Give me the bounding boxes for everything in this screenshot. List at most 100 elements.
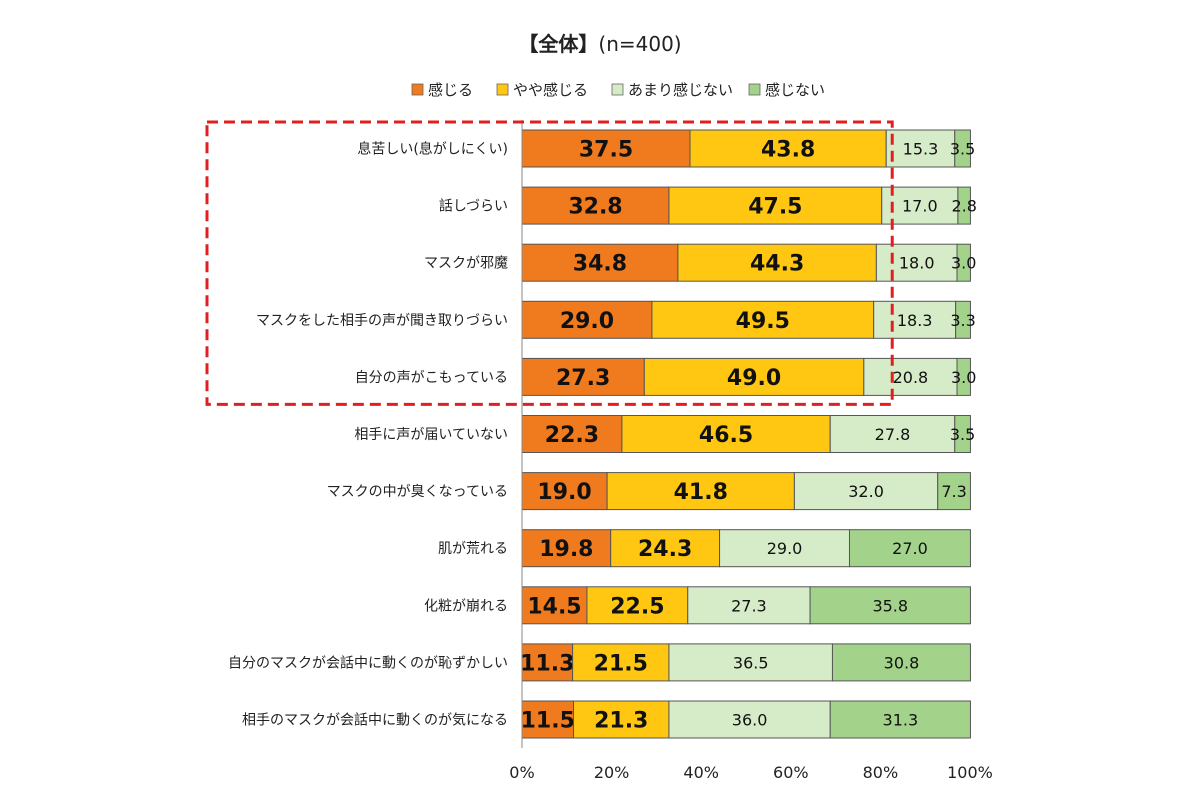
- category-label: 自分の声がこもっている: [355, 370, 508, 386]
- data-label: 29.0: [560, 309, 614, 334]
- bar-segment: [606, 472, 795, 511]
- legend-swatch: [411, 83, 424, 96]
- bar-segment: [875, 243, 958, 282]
- bar-segment: [573, 700, 670, 739]
- data-label: 3.5: [950, 425, 975, 444]
- bar-segment: [643, 357, 865, 396]
- legend-label: あまり感じない: [628, 81, 733, 99]
- bar-segment: [621, 415, 831, 453]
- data-label: 7.3: [941, 482, 966, 501]
- bar-segment: [521, 186, 670, 225]
- bar-segment: [957, 186, 971, 225]
- data-label: 11.3: [520, 651, 574, 676]
- data-label: 36.0: [732, 711, 768, 730]
- bar-segment: [521, 472, 608, 511]
- bar-segment: [521, 300, 653, 339]
- highlight-group: [205, 120, 894, 406]
- data-label: 2.8: [951, 197, 976, 216]
- bar-segment: [881, 186, 959, 225]
- category-label: マスクが邪魔: [424, 256, 508, 272]
- bar-segment: [521, 243, 679, 282]
- category-label: 自分のマスクが会話中に動くのが恥ずかしい: [228, 654, 508, 671]
- data-label: 20.8: [893, 368, 929, 387]
- data-label: 32.0: [848, 482, 884, 501]
- bar-segment: [956, 243, 971, 282]
- category-label: 相手のマスクが会話中に動くのが気になる: [242, 712, 508, 729]
- data-label: 3.0: [951, 254, 976, 273]
- data-label: 3.3: [950, 311, 975, 330]
- data-label: 47.5: [748, 195, 802, 220]
- data-label: 19.0: [537, 480, 591, 505]
- bar-segment: [848, 529, 971, 568]
- data-label: 49.5: [736, 309, 790, 334]
- bar-segment: [610, 529, 721, 568]
- bar-segment: [831, 643, 971, 682]
- legend-label: やや感じる: [513, 81, 588, 99]
- data-label: 11.5: [521, 709, 575, 734]
- data-label: 19.8: [539, 537, 593, 562]
- bar-segment: [521, 586, 588, 625]
- legend: 感じる やや感じる あまり感じない 感じない: [411, 81, 825, 99]
- data-label: 24.3: [638, 537, 692, 562]
- x-tick-label: 0%: [509, 763, 534, 782]
- bar-segment: [829, 700, 971, 739]
- data-label: 32.8: [568, 195, 622, 220]
- legend-label: 感じない: [765, 81, 825, 99]
- data-label: 29.0: [767, 539, 803, 558]
- data-label: 21.5: [594, 651, 648, 676]
- data-label: 15.3: [903, 140, 939, 159]
- category-label: 話しづらい: [439, 198, 508, 215]
- bar-segment: [668, 700, 831, 739]
- bar-segment: [521, 700, 575, 739]
- bar-segment: [572, 643, 670, 682]
- x-tick-label: 100%: [947, 763, 993, 782]
- chart-title-text: 【全体】: [518, 32, 599, 56]
- data-label: 43.8: [761, 138, 815, 163]
- data-label: 3.5: [950, 140, 975, 159]
- data-label: 22.3: [545, 423, 599, 448]
- category-label: 相手に声が届いていない: [354, 427, 508, 443]
- data-label: 14.5: [527, 594, 581, 619]
- data-label: 35.8: [872, 596, 908, 615]
- bar-segment: [687, 586, 811, 625]
- bar-segment: [954, 415, 971, 453]
- bar-segment: [668, 643, 833, 682]
- bar-segment: [809, 586, 971, 625]
- category-label: 肌が荒れる: [438, 541, 508, 557]
- category-label: マスクの中が臭くなっている: [327, 484, 508, 500]
- category-label: 息苦しい(息がしにくい): [357, 141, 508, 158]
- bar-segment: [521, 415, 623, 453]
- bar-segment: [937, 472, 971, 511]
- category-labels: 息苦しい(息がしにくい) 話しづらいマスクが邪魔マスクをした相手の声が聞き取りづら…: [228, 141, 508, 729]
- data-label: 27.3: [556, 366, 610, 391]
- bar-segment: [586, 586, 689, 625]
- data-label: 18.0: [899, 254, 935, 273]
- x-axis: 0% 20% 40% 60% 80% 100%: [509, 120, 993, 782]
- bar-segment: [863, 357, 958, 396]
- data-label: 27.3: [731, 596, 767, 615]
- data-label: 41.8: [674, 480, 728, 505]
- legend-label: 感じる: [428, 81, 473, 99]
- chart-subtitle-text: (n=400): [598, 32, 682, 56]
- bar-segment: [651, 300, 875, 339]
- bar-segment: [956, 357, 971, 396]
- legend-swatch: [748, 83, 761, 96]
- chart-title: 【全体】(n=400): [0, 28, 1200, 57]
- x-tick-label: 40%: [683, 763, 719, 782]
- bars-group: 37.5 43.8 15.3 3.5 32.8 47.5 17.0 2.8 34.8 44.3 18…: [520, 129, 977, 739]
- bar-segment: [954, 129, 971, 168]
- x-tick-label: 60%: [773, 763, 809, 782]
- data-label: 18.3: [897, 311, 933, 330]
- data-label: 21.3: [594, 709, 648, 734]
- category-label: マスクをした相手の声が聞き取りづらい: [256, 313, 508, 329]
- data-label: 30.8: [884, 653, 920, 672]
- legend-swatch: [496, 83, 509, 96]
- data-label: 22.5: [610, 594, 664, 619]
- data-label: 17.0: [902, 197, 938, 216]
- data-label: 49.0: [727, 366, 781, 391]
- bar-segment: [873, 300, 957, 339]
- bar-segment: [521, 643, 574, 682]
- data-label: 46.5: [699, 423, 753, 448]
- bar-segment: [668, 186, 883, 225]
